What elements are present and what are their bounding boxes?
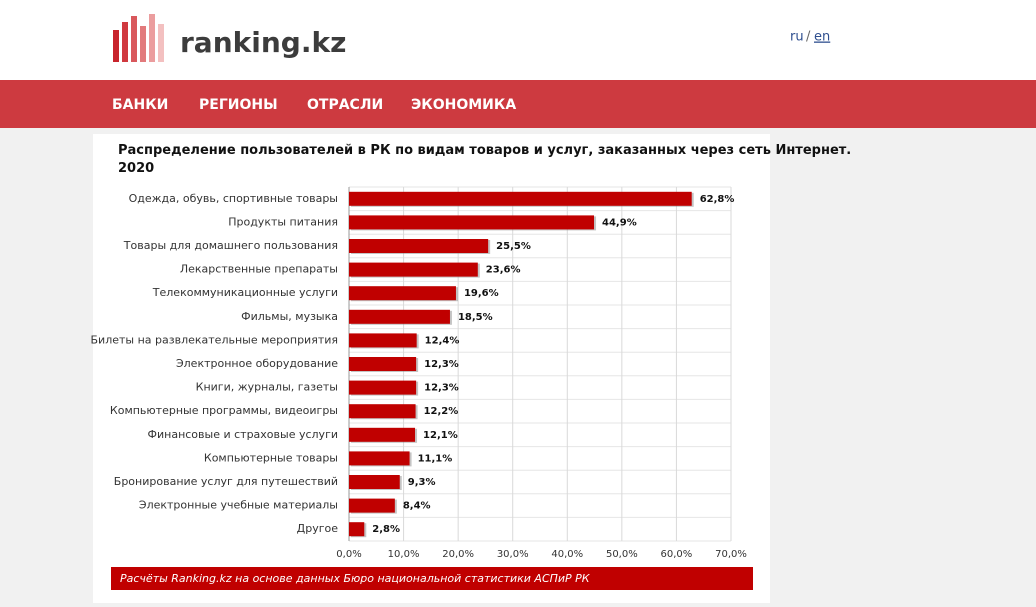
lang-ru[interactable]: ru — [790, 30, 804, 45]
y-tick-label: Другое — [297, 522, 339, 535]
nav-item[interactable]: ОТРАСЛИ — [307, 97, 383, 113]
header-bg — [0, 0, 1036, 80]
y-tick-label: Телекоммуникационные услуги — [152, 286, 338, 299]
bar — [349, 286, 456, 301]
x-tick-label: 0,0% — [336, 549, 361, 560]
value-label: 8,4% — [403, 501, 431, 512]
bar — [349, 380, 417, 395]
y-tick-label: Продукты питания — [228, 215, 338, 228]
y-tick-label: Товары для домашнего пользования — [123, 239, 338, 252]
value-label: 18,5% — [458, 312, 493, 323]
x-tick-label: 60,0% — [661, 549, 693, 560]
bar — [349, 498, 395, 513]
value-label: 9,3% — [408, 477, 436, 488]
bar — [349, 239, 489, 253]
value-label: 23,6% — [486, 265, 521, 276]
value-label: 62,8% — [700, 194, 735, 205]
value-label: 12,3% — [424, 359, 459, 370]
nav-bar — [0, 80, 1036, 128]
bar — [349, 451, 410, 466]
bar — [349, 309, 450, 324]
value-label: 11,1% — [418, 453, 453, 464]
x-tick-label: 70,0% — [715, 549, 747, 560]
y-tick-label: Компьютерные программы, видеоигры — [110, 404, 338, 417]
lang-separator: / — [806, 30, 811, 45]
x-tick-label: 10,0% — [388, 549, 420, 560]
y-tick-label: Одежда, обувь, спортивные товары — [129, 192, 338, 205]
bar — [349, 475, 400, 489]
source-note: Расчёты Ranking.kz на основе данных Бюро… — [120, 572, 591, 585]
y-tick-label: Лекарственные препараты — [180, 263, 338, 276]
y-tick-label: Бронирование услуг для путешествий — [114, 475, 338, 488]
nav-item[interactable]: РЕГИОНЫ — [199, 97, 278, 113]
bar — [349, 262, 478, 277]
bar — [349, 357, 417, 371]
nav-item[interactable]: ЭКОНОМИКА — [411, 97, 516, 113]
value-label: 12,2% — [424, 406, 459, 417]
content-panel — [93, 134, 770, 603]
logo-icon — [113, 14, 164, 62]
logo-text[interactable]: ranking.kz — [180, 26, 346, 59]
chart-title: Распределение пользователей в РК по вида… — [118, 143, 851, 176]
value-label: 2,8% — [372, 524, 400, 535]
bar — [349, 522, 365, 537]
lang-en[interactable]: en — [814, 30, 830, 45]
bar — [349, 333, 417, 348]
bar — [349, 404, 416, 419]
value-label: 12,3% — [424, 383, 459, 394]
bar — [349, 427, 416, 442]
x-tick-label: 50,0% — [606, 549, 638, 560]
y-tick-label: Финансовые и страховые услуги — [148, 428, 338, 441]
value-label: 12,1% — [423, 430, 458, 441]
bar — [349, 191, 692, 206]
value-label: 25,5% — [496, 241, 531, 252]
value-label: 19,6% — [464, 288, 499, 299]
y-tick-label: Фильмы, музыка — [241, 310, 338, 323]
value-label: 12,4% — [425, 335, 460, 346]
y-tick-label: Компьютерные товары — [204, 451, 338, 464]
x-tick-label: 40,0% — [551, 549, 583, 560]
x-tick-label: 20,0% — [442, 549, 474, 560]
y-tick-label: Электронные учебные материалы — [139, 499, 338, 512]
y-tick-label: Электронное оборудование — [176, 357, 338, 370]
y-tick-label: Книги, журналы, газеты — [196, 381, 338, 394]
nav-item[interactable]: БАНКИ — [112, 97, 168, 113]
x-tick-label: 30,0% — [497, 549, 529, 560]
y-tick-label: Билеты на развлекательные мероприятия — [91, 333, 338, 346]
bar — [349, 215, 595, 230]
source-band — [111, 567, 753, 590]
value-label: 44,9% — [602, 217, 637, 228]
